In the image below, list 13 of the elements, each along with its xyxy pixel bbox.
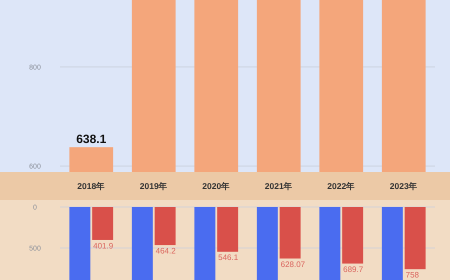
data-label: 689.7 <box>343 264 364 274</box>
data-label: 546.1 <box>218 253 239 262</box>
data-label: 628.07 <box>280 260 306 269</box>
x-tick-label: 2021年 <box>264 180 293 191</box>
x-tick-label: 2019年 <box>140 180 168 191</box>
x-tick-label: 2020年 <box>202 180 230 191</box>
x-tick-label: 2023年 <box>390 180 418 191</box>
x-tick-label: 2022年 <box>327 180 356 191</box>
data-label: 638.1 <box>76 132 107 146</box>
data-label: 464.2 <box>156 246 176 256</box>
data-label: 758 <box>406 270 420 280</box>
x-tick-label: 2018年 <box>77 180 106 191</box>
data-label: 401.9 <box>93 241 114 250</box>
